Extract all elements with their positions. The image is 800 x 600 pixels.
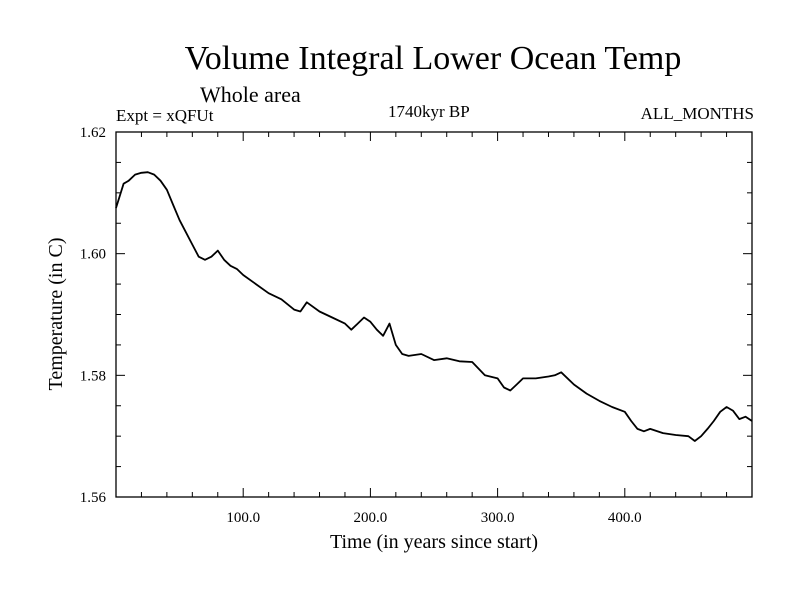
y-tick-label: 1.56 [80, 490, 107, 506]
plot-frame [115, 131, 753, 498]
x-axis-label: Time (in years since start) [330, 531, 538, 553]
y-axis-label: Temperature (in C) [45, 238, 67, 391]
experiment-label: Expt = xQFUt [116, 106, 214, 125]
series-line-temperature [115, 171, 753, 442]
tick-labels: 100.0 200.0 300.0 400.0 1.56 1.58 1.60 1.62 [80, 125, 642, 526]
months-label: ALL_MONTHS [640, 104, 754, 123]
axis-ticks [116, 132, 752, 497]
x-tick-label: 300.0 [481, 510, 515, 526]
y-tick-label: 1.58 [80, 368, 106, 384]
period-label: 1740kyr BP [388, 102, 470, 121]
x-tick-label: 100.0 [226, 510, 260, 526]
chart-title: Volume Integral Lower Ocean Temp [184, 40, 682, 77]
x-tick-label: 200.0 [354, 510, 388, 526]
x-tick-label: 400.0 [608, 510, 642, 526]
chart-subtitle: Whole area [200, 82, 301, 107]
y-tick-label: 1.60 [80, 247, 106, 263]
y-tick-label: 1.62 [80, 125, 106, 141]
